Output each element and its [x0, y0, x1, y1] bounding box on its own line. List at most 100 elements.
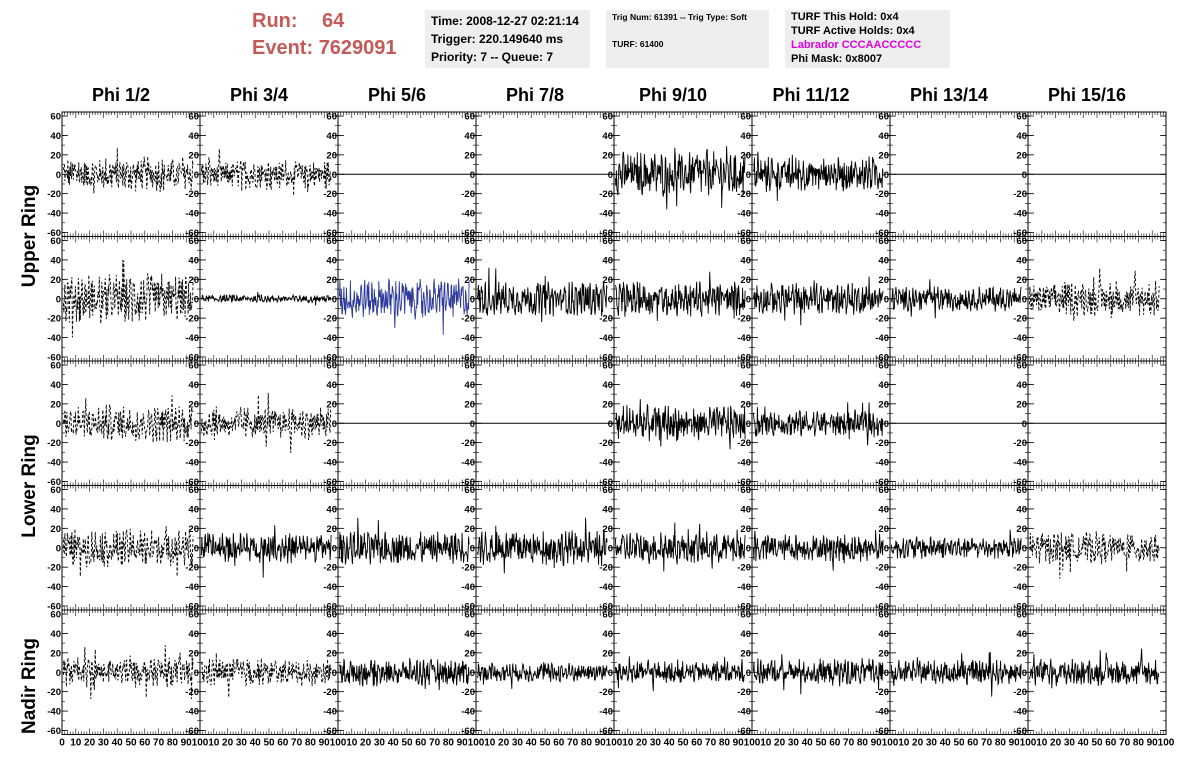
y-tick-label: -20 — [875, 189, 889, 200]
y-tick-label: 60 — [188, 361, 199, 372]
y-tick-label: 0 — [56, 170, 61, 181]
y-tick-label: 20 — [50, 648, 61, 659]
y-tick-label: 60 — [1016, 112, 1027, 123]
waveform-panel: 60 40 20 0 -20 -40 -60 — [185, 485, 339, 613]
y-tick-label: 40 — [878, 380, 889, 391]
y-tick-label: 0 — [56, 294, 61, 305]
y-tick-label: -60 — [461, 353, 475, 364]
waveform-panel: 60 40 20 0 -20 -40 -60 — [461, 360, 615, 488]
y-tick-label: 20 — [740, 150, 751, 161]
y-tick-label: -20 — [461, 438, 475, 449]
y-tick-label: 20 — [878, 524, 889, 535]
y-tick-label: -40 — [875, 458, 889, 469]
y-tick-label: -20 — [185, 563, 199, 574]
y-tick-label: 20 — [602, 150, 613, 161]
y-tick-label: -20 — [599, 189, 613, 200]
y-tick-label: -20 — [47, 189, 61, 200]
waveform-panel: 60 40 20 0 -20 -40 -60 — [875, 360, 1029, 488]
y-tick-label: 0 — [608, 294, 613, 305]
y-tick-label: -60 — [185, 477, 199, 488]
y-tick-label: -20 — [461, 314, 475, 325]
y-tick-label: -40 — [185, 209, 199, 220]
y-tick-label: 0 — [608, 543, 613, 554]
y-tick-label: 0 — [746, 543, 751, 554]
y-tick-label: 20 — [602, 399, 613, 410]
y-tick-label: 40 — [50, 629, 61, 640]
y-tick-label: 60 — [464, 361, 475, 372]
time-line: Time: 2008-12-27 02:21:14 — [431, 14, 579, 28]
y-tick-label: 40 — [740, 255, 751, 266]
y-tick-label: -40 — [875, 333, 889, 344]
y-tick-label: -60 — [185, 228, 199, 239]
y-tick-label: 20 — [602, 524, 613, 535]
event-label: Event: — [252, 37, 314, 59]
priority-line: Priority: 7 -- Queue: 7 — [431, 50, 554, 64]
y-tick-label: -60 — [1013, 228, 1027, 239]
y-tick-label: -60 — [599, 602, 613, 613]
y-tick-label: 20 — [878, 150, 889, 161]
y-tick-label: -60 — [323, 353, 337, 364]
y-tick-label: -60 — [1013, 353, 1027, 364]
run-label: Run: — [252, 10, 298, 32]
trigger-line: Trigger: 220.149640 ms — [431, 32, 564, 46]
phi-mask: Phi Mask: 0x8007 — [791, 53, 883, 65]
y-tick-label: -40 — [323, 458, 337, 469]
turf-info-box: TURF This Hold: 0x4 TURF Active Holds: 0… — [785, 10, 950, 68]
y-tick-label: -20 — [737, 189, 751, 200]
y-tick-label: -60 — [47, 602, 61, 613]
y-tick-label: 20 — [50, 524, 61, 535]
y-tick-label: 0 — [194, 170, 199, 181]
panel-frame — [61, 111, 201, 237]
y-tick-label: 60 — [50, 112, 61, 123]
y-tick-label: 40 — [740, 380, 751, 391]
y-tick-label: 40 — [1016, 380, 1027, 391]
y-tick-label: 0 — [884, 543, 889, 554]
y-tick-label: -40 — [1013, 209, 1027, 220]
y-tick-label: 60 — [464, 236, 475, 247]
y-tick-label: 20 — [1016, 399, 1027, 410]
y-tick-label: 0 — [746, 294, 751, 305]
y-tick-label: -60 — [875, 353, 889, 364]
y-tick-label: -60 — [47, 228, 61, 239]
y-tick-label: 20 — [740, 399, 751, 410]
y-tick-label: 60 — [878, 485, 889, 496]
y-tick-label: 0 — [746, 170, 751, 181]
y-tick-label: -60 — [1013, 602, 1027, 613]
y-tick-label: -20 — [875, 314, 889, 325]
y-tick-label: -60 — [461, 602, 475, 613]
y-tick-label: 40 — [602, 131, 613, 142]
y-tick-label: -20 — [47, 687, 61, 698]
y-tick-label: 20 — [326, 524, 337, 535]
y-tick-label: -40 — [323, 333, 337, 344]
y-tick-label: 40 — [602, 255, 613, 266]
y-tick-label: 40 — [1016, 255, 1027, 266]
time-info-box: Time: 2008-12-27 02:21:14 Trigger: 220.1… — [425, 10, 590, 68]
y-tick-label: 0 — [1022, 294, 1027, 305]
turf-line: TURF: 61400 — [612, 39, 664, 49]
y-tick-label: 40 — [464, 380, 475, 391]
y-tick-label: 20 — [1016, 150, 1027, 161]
y-tick-label: -40 — [875, 209, 889, 220]
y-tick-label: -20 — [875, 563, 889, 574]
y-tick-label: 20 — [326, 150, 337, 161]
column-title: Phi 9/10 — [638, 85, 708, 105]
y-tick-label: 20 — [50, 399, 61, 410]
y-tick-label: -60 — [323, 602, 337, 613]
y-tick-label: 60 — [602, 485, 613, 496]
y-tick-label: 0 — [470, 419, 475, 430]
y-tick-label: -20 — [185, 314, 199, 325]
y-tick-label: -60 — [185, 602, 199, 613]
y-tick-label: -60 — [737, 477, 751, 488]
y-tick-label: 20 — [188, 150, 199, 161]
panel-frame — [61, 360, 201, 486]
y-tick-label: -60 — [875, 228, 889, 239]
y-tick-label: -40 — [599, 458, 613, 469]
waveform-panel: 60 40 20 0 -20 -40 -60 — [47, 360, 201, 488]
y-tick-label: -40 — [47, 458, 61, 469]
y-tick-label: 60 — [602, 361, 613, 372]
y-tick-label: -40 — [185, 582, 199, 593]
trigger-info-box: Trig Num: 61391 -- Trig Type: Soft TURF:… — [606, 10, 769, 68]
y-tick-label: -20 — [461, 189, 475, 200]
y-tick-label: -20 — [875, 438, 889, 449]
y-tick-label: 40 — [50, 504, 61, 515]
